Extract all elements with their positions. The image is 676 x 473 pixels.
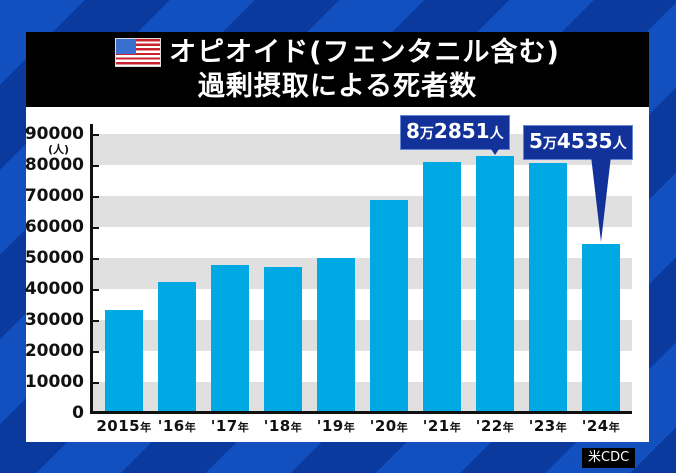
- title-line-1: オピオイド(フェンタニル含む): [115, 36, 560, 70]
- x-label: '17年: [210, 417, 250, 435]
- y-tick-label: 80000: [24, 155, 84, 175]
- title-line-2: 過剰摂取による死者数: [198, 70, 477, 104]
- y-axis-unit: (人): [48, 143, 70, 156]
- us-flag-icon: [115, 38, 162, 67]
- x-label: '21年: [422, 417, 462, 435]
- x-label: '23年: [528, 417, 568, 435]
- y-tick: [91, 227, 99, 229]
- x-axis-line: [90, 411, 632, 414]
- y-tick-label: 20000: [24, 341, 84, 361]
- x-label: '16年: [157, 417, 197, 435]
- peak-callout: 8万2851人: [400, 115, 510, 150]
- x-label: '18年: [263, 417, 303, 435]
- y-axis-line: [90, 124, 93, 414]
- bar-2019: [317, 258, 355, 412]
- bar-2017: [211, 265, 249, 412]
- source-label: 米CDC: [582, 448, 636, 468]
- x-label: '24年: [581, 417, 621, 435]
- y-tick-label: 30000: [24, 310, 84, 330]
- bar-2015: [105, 310, 143, 412]
- x-label: '20年: [369, 417, 409, 435]
- bar-2016: [158, 282, 196, 412]
- bar-2018: [264, 267, 302, 412]
- latest-callout-pointer: [591, 156, 611, 242]
- y-tick-label: 10000: [24, 372, 84, 392]
- bar-2024: [582, 244, 620, 412]
- bar-2022: [476, 156, 514, 412]
- y-tick: [91, 196, 99, 198]
- y-tick: [91, 351, 99, 353]
- bar-2023: [529, 163, 567, 412]
- bar-2020: [370, 200, 408, 412]
- y-tick-label: 40000: [24, 279, 84, 299]
- y-tick: [91, 320, 99, 322]
- x-label: '22年: [475, 417, 515, 435]
- y-tick-label: 70000: [24, 186, 84, 206]
- title-text-2: 過剰摂取による死者数: [197, 70, 478, 102]
- bar-2021: [423, 162, 461, 412]
- peak-callout-pointer: [489, 146, 501, 155]
- chart-title-bar: オピオイド(フェンタニル含む) 過剰摂取による死者数: [26, 32, 649, 107]
- y-tick: [91, 165, 99, 167]
- x-label: '19年: [316, 417, 356, 435]
- y-tick: [91, 258, 99, 260]
- y-tick: [91, 289, 99, 291]
- y-tick-label: 60000: [24, 217, 84, 237]
- y-tick-label: 0: [72, 403, 84, 423]
- latest-callout: 5万4535人: [523, 125, 633, 160]
- title-text-1: オピオイド(フェンタニル含む): [169, 36, 560, 68]
- y-tick-label: 50000: [24, 248, 84, 268]
- y-tick: [91, 134, 99, 136]
- y-tick-label: 90000: [24, 124, 84, 144]
- x-label: 2015年: [96, 417, 152, 435]
- y-tick: [91, 382, 99, 384]
